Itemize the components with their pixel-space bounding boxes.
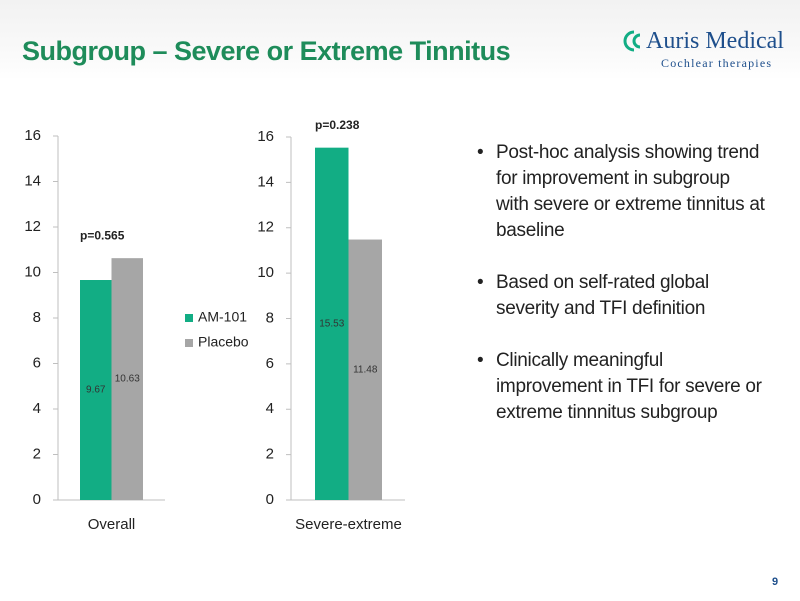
x-tick-label: Overall: [88, 516, 136, 533]
bullet: Based on self-rated global severity and …: [475, 270, 765, 322]
bullet-list: Post-hoc analysis showing trend for impr…: [475, 140, 765, 452]
page-number: 9: [772, 576, 779, 588]
y-tick-label: 4: [266, 400, 274, 417]
y-tick-label: 6: [266, 355, 274, 372]
legend-swatch: [185, 314, 193, 322]
value-label: 11.48: [353, 364, 378, 375]
slide-title: Subgroup – Severe or Extreme Tinnitus: [22, 36, 511, 66]
y-tick-label: 12: [257, 219, 274, 236]
logo-name: Auris Medical: [646, 28, 784, 54]
legend-label: AM-101: [198, 309, 247, 325]
bullet: Post-hoc analysis showing trend for impr…: [475, 140, 765, 244]
y-tick-label: 0: [266, 491, 274, 508]
logo-tagline: Cochlear therapies: [661, 56, 773, 70]
y-tick-label: 10: [24, 263, 41, 280]
y-tick-label: 8: [33, 309, 41, 326]
annotation: p=0.238: [315, 118, 360, 132]
y-tick-label: 16: [24, 127, 41, 144]
y-tick-label: 12: [24, 218, 41, 235]
header-band: [0, 0, 800, 80]
y-tick-label: 16: [257, 128, 274, 145]
y-tick-label: 0: [33, 491, 41, 508]
y-tick-label: 14: [257, 173, 274, 190]
y-tick-label: 2: [266, 446, 274, 463]
bar: [111, 258, 143, 500]
y-tick-label: 14: [24, 172, 41, 189]
legend-swatch: [185, 339, 193, 347]
bar: [315, 147, 349, 500]
legend-label: Placebo: [198, 334, 249, 350]
y-tick-label: 10: [257, 264, 274, 281]
value-label: 10.63: [115, 374, 140, 385]
value-label: 9.67: [86, 385, 106, 396]
annotation: p=0.565: [80, 228, 125, 242]
y-tick-label: 2: [33, 445, 41, 462]
logo-mark: [623, 30, 641, 52]
value-label: 15.53: [319, 318, 344, 329]
y-tick-label: 6: [33, 354, 41, 371]
bar: [80, 280, 112, 500]
bar: [348, 239, 382, 501]
y-tick-label: 8: [266, 309, 274, 326]
bullet: Clinically meaningful improvement in TFI…: [475, 348, 765, 426]
y-tick-label: 4: [33, 400, 41, 417]
x-tick-label: Severe-extreme: [295, 516, 402, 533]
